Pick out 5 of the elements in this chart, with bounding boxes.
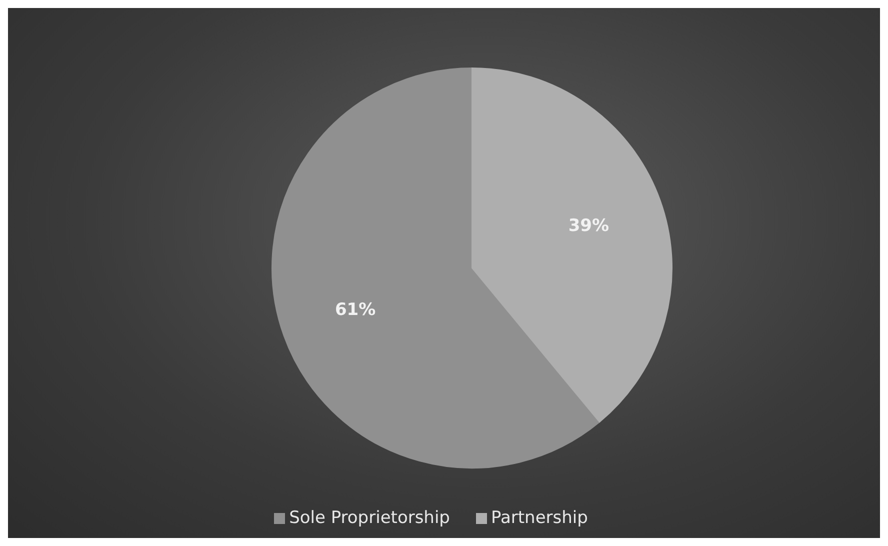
data-label: 61%: [334, 300, 376, 320]
legend-label: Partnership: [490, 508, 588, 528]
legend-label: Sole Proprietorship: [289, 508, 450, 528]
pie-slice: [472, 68, 672, 423]
data-label: 39%: [568, 216, 610, 236]
